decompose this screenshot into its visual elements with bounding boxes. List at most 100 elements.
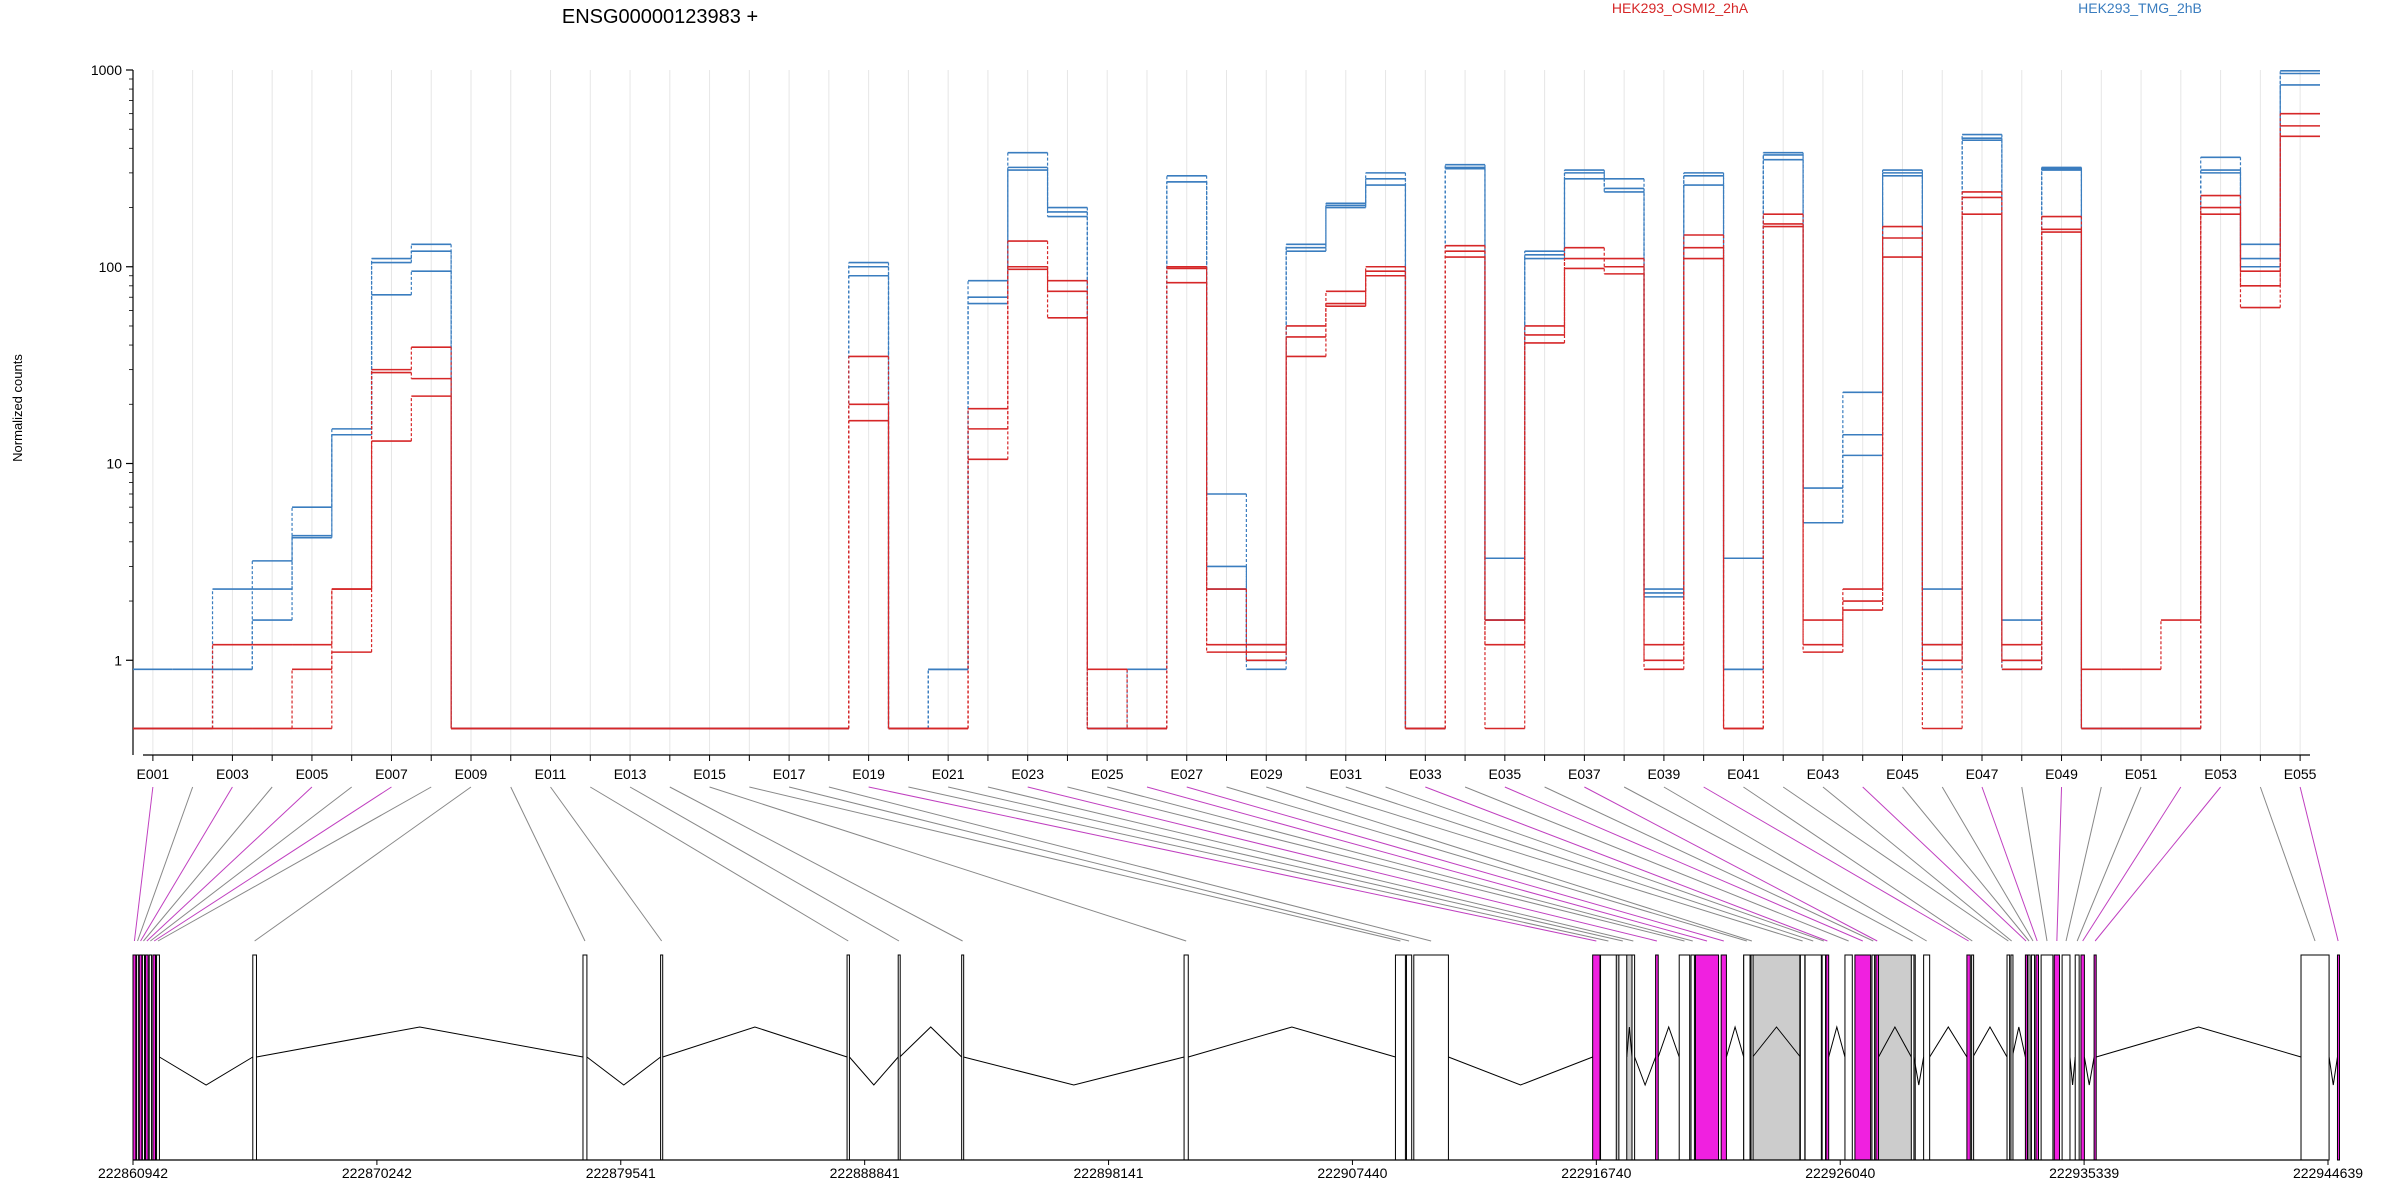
- x-tick-label: E015: [693, 766, 726, 782]
- exon-connector-line: [788, 786, 1410, 942]
- tested-exon-box: [1655, 954, 1659, 1161]
- coordinate-label: 222870242: [342, 1165, 412, 1181]
- exon-box: [660, 954, 664, 1161]
- exon-connector-lines: [133, 786, 2339, 942]
- exon-connector-line: [1544, 786, 1874, 942]
- intron-line: [2083, 1056, 2095, 1086]
- exon-connector-line: [153, 786, 392, 942]
- exon-box: [1600, 954, 1617, 1161]
- x-tick-label: E029: [1250, 766, 1283, 782]
- exon-connector-line: [2299, 786, 2339, 942]
- exon-box: [1821, 954, 1827, 1161]
- legend-entry-tmg: HEK293_TMG_2hB: [2078, 0, 2202, 16]
- exon-connector-line: [2076, 786, 2142, 942]
- exon-box: [1871, 954, 1876, 1161]
- exon-connector-line: [868, 786, 1597, 942]
- exon-connector-line: [2082, 786, 2182, 942]
- exon-connector-line: [629, 786, 900, 942]
- x-tick-label: E037: [1568, 766, 1601, 782]
- exon-connector-line: [1226, 786, 1748, 942]
- tested-exon-box: [152, 954, 157, 1161]
- x-tick-label: E045: [1886, 766, 1919, 782]
- tested-exon-box: [2024, 954, 2028, 1161]
- y-tick-label: 1000: [91, 62, 122, 78]
- intron-line: [1657, 1025, 1680, 1058]
- coordinate-label: 222898141: [1074, 1165, 1144, 1181]
- intron-line: [1828, 1025, 1846, 1058]
- exon-box: [1631, 954, 1636, 1161]
- exon-connector-line: [749, 786, 1401, 942]
- exon-box: [2300, 954, 2330, 1161]
- chart-title: ENSG00000123983 +: [562, 6, 758, 28]
- x-tick-label: E033: [1409, 766, 1442, 782]
- x-tick-label: E049: [2045, 766, 2078, 782]
- intron-line: [1634, 1056, 1657, 1087]
- x-tick-label: E055: [2284, 766, 2317, 782]
- exon-connector-line: [1345, 786, 1814, 942]
- exon-box: [1690, 954, 1695, 1161]
- tested-exon-box: [145, 954, 149, 1161]
- intron-line: [1972, 1025, 2008, 1058]
- x-tick-label: E007: [375, 766, 408, 782]
- y-tick-label: 1: [114, 652, 122, 668]
- tested-exon-box: [132, 954, 137, 1161]
- coordinate-label: 222926040: [1805, 1165, 1875, 1181]
- exon-box: [846, 954, 850, 1161]
- exon-box: [1413, 954, 1449, 1161]
- intron-line: [1725, 1025, 1745, 1058]
- exon-box: [1394, 954, 1406, 1161]
- x-tick-label: E027: [1170, 766, 1203, 782]
- exon-box: [1750, 954, 1754, 1161]
- intron-line: [1188, 1026, 1396, 1058]
- exon-connector-line: [669, 786, 963, 942]
- tested-exon-box: [2035, 954, 2039, 1161]
- exon-connector-line: [1743, 786, 1973, 942]
- x-tick-label: E039: [1648, 766, 1681, 782]
- exon-box: [2040, 954, 2054, 1161]
- exon-connector-line: [2259, 786, 2316, 942]
- x-tick-label: E001: [137, 766, 170, 782]
- coordinate-label: 222907440: [1317, 1165, 1387, 1181]
- exon-connector-line: [1981, 786, 2038, 942]
- exon-connector-line: [2094, 786, 2221, 942]
- exon-connector-line: [137, 786, 194, 942]
- tested-exon-box: [2093, 954, 2097, 1161]
- x-tick-label: E053: [2204, 766, 2237, 782]
- exon-box: [582, 954, 588, 1161]
- exon-connector-line: [1385, 786, 1825, 942]
- exon-connector-line: [550, 786, 663, 942]
- tested-exon-box: [2336, 954, 2340, 1161]
- exon-connector-line: [140, 786, 233, 942]
- exon-box: [1804, 954, 1822, 1161]
- intron-line: [662, 1026, 848, 1058]
- exon-box: [1183, 954, 1189, 1161]
- exon-connector-line: [1067, 786, 1685, 942]
- exon-box: [1405, 954, 1413, 1161]
- intron-line: [159, 1056, 254, 1086]
- x-tick-label: E031: [1329, 766, 1362, 782]
- coordinate-label: 222935339: [2049, 1165, 2119, 1181]
- exon-connector-line: [1941, 786, 2034, 942]
- x-tick-label: E047: [1966, 766, 1999, 782]
- x-tick-label: E023: [1011, 766, 1044, 782]
- intron-line: [899, 1026, 963, 1058]
- tested-exon-box: [2053, 954, 2060, 1161]
- exon-box: [156, 954, 160, 1161]
- exon-connector-line: [1663, 786, 1927, 942]
- intron-line: [1929, 1026, 1968, 1058]
- y-axis-label: Normalized counts: [10, 354, 25, 462]
- exon-connector-line: [828, 786, 1432, 942]
- exon-box: [148, 954, 153, 1161]
- x-tick-label: E035: [1488, 766, 1521, 782]
- tested-exon-box: [1592, 954, 1601, 1161]
- exon-box: [2074, 954, 2080, 1161]
- intron-line: [1913, 1056, 1925, 1086]
- exon-connector-line: [1107, 786, 1693, 942]
- x-tick-label: E019: [852, 766, 885, 782]
- exon-connector-line: [1027, 786, 1658, 942]
- exon-connector-line: [2056, 786, 2063, 942]
- exon-box: [1923, 954, 1931, 1161]
- exon-connector-line: [590, 786, 849, 942]
- intron-line: [586, 1056, 661, 1086]
